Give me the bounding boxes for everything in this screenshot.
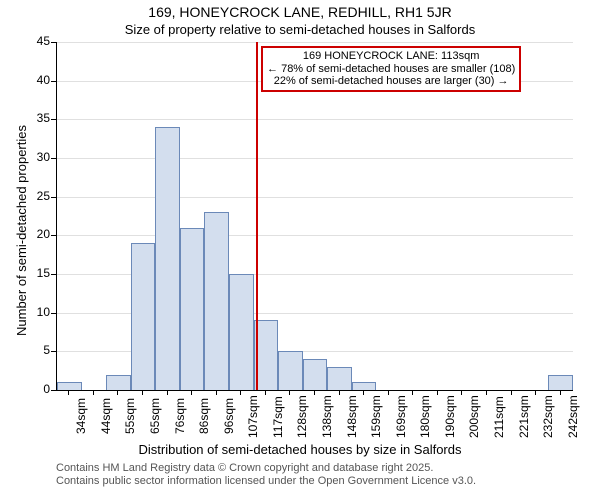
- y-tick-mark: [51, 158, 56, 159]
- x-tick-mark: [388, 390, 389, 395]
- x-tick-mark: [412, 390, 413, 395]
- x-tick-mark: [191, 390, 192, 395]
- x-tick-label: 128sqm: [295, 398, 309, 438]
- histogram-bar: [352, 382, 377, 390]
- annotation-box: 169 HONEYCROCK LANE: 113sqm← 78% of semi…: [261, 46, 521, 92]
- gridline: [57, 197, 573, 198]
- annotation-line2: ← 78% of semi-detached houses are smalle…: [267, 63, 515, 76]
- y-tick-mark: [51, 81, 56, 82]
- x-tick-mark: [240, 390, 241, 395]
- histogram-bar: [155, 127, 180, 390]
- x-tick-mark: [437, 390, 438, 395]
- histogram-bar: [278, 351, 303, 390]
- x-tick-label: 107sqm: [246, 398, 260, 438]
- x-tick-label: 34sqm: [74, 398, 88, 438]
- y-tick-label: 45: [26, 34, 50, 48]
- y-tick-label: 25: [26, 189, 50, 203]
- y-tick-mark: [51, 390, 56, 391]
- chart-title: 169, HONEYCROCK LANE, REDHILL, RH1 5JR: [0, 4, 600, 20]
- x-tick-label: 148sqm: [345, 398, 359, 438]
- x-tick-label: 86sqm: [197, 398, 211, 438]
- y-tick-mark: [51, 42, 56, 43]
- x-tick-label: 138sqm: [320, 398, 334, 438]
- x-tick-mark: [93, 390, 94, 395]
- y-tick-mark: [51, 235, 56, 236]
- x-tick-label: 221sqm: [517, 398, 531, 438]
- x-axis-label: Distribution of semi-detached houses by …: [0, 442, 600, 457]
- x-tick-mark: [216, 390, 217, 395]
- chart-subtitle: Size of property relative to semi-detach…: [0, 22, 600, 37]
- y-tick-label: 5: [26, 343, 50, 357]
- x-tick-mark: [486, 390, 487, 395]
- x-tick-label: 55sqm: [123, 398, 137, 438]
- x-tick-mark: [339, 390, 340, 395]
- x-tick-label: 190sqm: [443, 398, 457, 438]
- y-tick-label: 30: [26, 150, 50, 164]
- gridline: [57, 42, 573, 43]
- x-tick-label: 232sqm: [541, 398, 555, 438]
- histogram-bar: [548, 375, 573, 390]
- histogram-bar: [327, 367, 352, 390]
- footer-text: Contains HM Land Registry data © Crown c…: [56, 462, 476, 487]
- y-tick-label: 40: [26, 73, 50, 87]
- x-tick-label: 96sqm: [222, 398, 236, 438]
- x-tick-label: 44sqm: [99, 398, 113, 438]
- x-tick-mark: [289, 390, 290, 395]
- y-tick-label: 20: [26, 227, 50, 241]
- x-tick-mark: [265, 390, 266, 395]
- x-tick-label: 117sqm: [271, 398, 285, 438]
- y-tick-label: 10: [26, 305, 50, 319]
- x-tick-mark: [117, 390, 118, 395]
- histogram-bar: [131, 243, 156, 390]
- gridline: [57, 119, 573, 120]
- histogram-bar: [229, 274, 254, 390]
- footer-line2: Contains public sector information licen…: [56, 475, 476, 487]
- x-tick-label: 169sqm: [394, 398, 408, 438]
- annotation-line1: 169 HONEYCROCK LANE: 113sqm: [267, 50, 515, 63]
- x-tick-mark: [511, 390, 512, 395]
- x-tick-mark: [560, 390, 561, 395]
- histogram-bar: [57, 382, 82, 390]
- y-tick-label: 0: [26, 382, 50, 396]
- y-tick-mark: [51, 274, 56, 275]
- y-tick-mark: [51, 313, 56, 314]
- x-tick-mark: [68, 390, 69, 395]
- x-tick-mark: [167, 390, 168, 395]
- y-tick-label: 35: [26, 111, 50, 125]
- x-tick-mark: [535, 390, 536, 395]
- histogram-bar: [303, 359, 328, 390]
- x-tick-label: 76sqm: [173, 398, 187, 438]
- x-tick-label: 200sqm: [467, 398, 481, 438]
- footer-line1: Contains HM Land Registry data © Crown c…: [56, 462, 433, 474]
- gridline: [57, 235, 573, 236]
- histogram-bar: [204, 212, 229, 390]
- x-tick-label: 180sqm: [418, 398, 432, 438]
- plot-area: [56, 42, 573, 391]
- histogram-bar: [106, 375, 131, 390]
- gridline: [57, 158, 573, 159]
- x-tick-label: 65sqm: [148, 398, 162, 438]
- x-tick-mark: [314, 390, 315, 395]
- x-tick-mark: [363, 390, 364, 395]
- y-tick-mark: [51, 197, 56, 198]
- marker-line: [256, 42, 258, 390]
- x-tick-label: 242sqm: [566, 398, 580, 438]
- x-tick-label: 159sqm: [369, 398, 383, 438]
- histogram-bar: [180, 228, 205, 390]
- annotation-line3: 22% of semi-detached houses are larger (…: [267, 75, 515, 88]
- y-tick-mark: [51, 119, 56, 120]
- y-tick-label: 15: [26, 266, 50, 280]
- x-tick-label: 211sqm: [492, 398, 506, 438]
- x-tick-mark: [461, 390, 462, 395]
- x-tick-mark: [142, 390, 143, 395]
- chart-container: 169, HONEYCROCK LANE, REDHILL, RH1 5JR S…: [0, 0, 600, 500]
- y-tick-mark: [51, 351, 56, 352]
